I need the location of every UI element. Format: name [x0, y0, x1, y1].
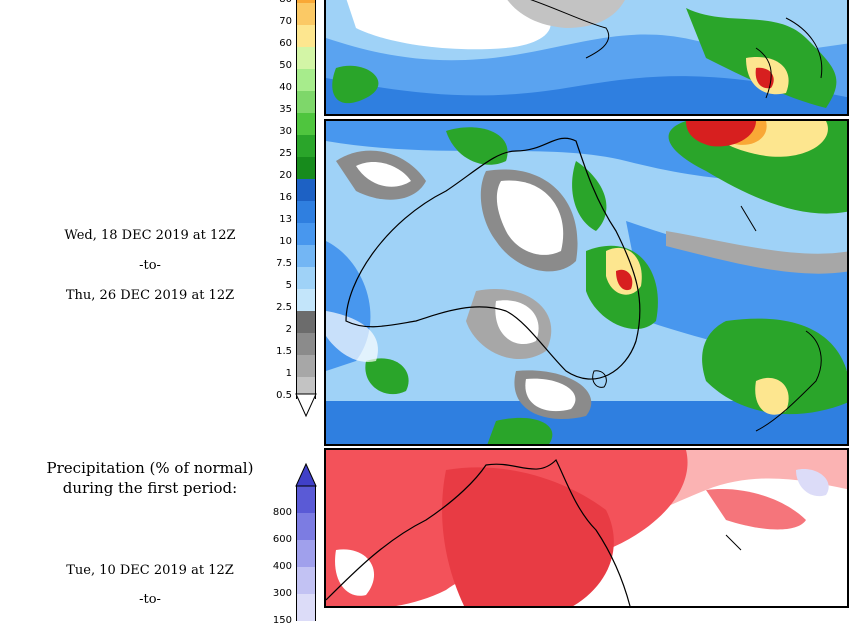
colorbar-swatch: [296, 157, 316, 179]
colorbar-swatch: [296, 245, 316, 267]
colorbar-swatch: [296, 25, 316, 47]
colorbar-swatch: [296, 333, 316, 355]
colorbar-swatch: [296, 267, 316, 289]
colorbar-swatch: [296, 135, 316, 157]
pct-period-start: Tue, 10 DEC 2019 at 12Z: [66, 563, 234, 578]
colorbar-swatch: [296, 179, 316, 201]
colorbar-tick-label: 5: [285, 280, 292, 291]
pct-heading-line1: Precipitation (% of normal): [46, 459, 254, 477]
pct-colorbar-swatch: [296, 594, 316, 621]
colorbar-arrow: [295, 393, 317, 418]
map-panel-top: [324, 0, 849, 116]
pct-colorbar-swatch: [296, 486, 316, 513]
pct-colorbar: 800 600 400 300 150: [270, 462, 320, 626]
pct-colorbar-swatch: [296, 540, 316, 567]
colorbar-tick-label: 30: [279, 126, 292, 137]
colorbar-tick-label: 80: [270, 0, 292, 5]
pct-colorbar-swatch: [296, 513, 316, 540]
colorbar-swatch: [296, 201, 316, 223]
colorbar-tick-label: 16: [279, 192, 292, 203]
colorbar-tick-label: 1: [285, 368, 292, 379]
period-start: Wed, 18 DEC 2019 at 12Z: [64, 228, 236, 243]
pct-colorbar-swatch: [296, 567, 316, 594]
colorbar-tick-label: 25: [279, 148, 292, 159]
colorbar-swatch: [296, 47, 316, 69]
colorbar-tick-label: 2: [285, 324, 292, 335]
map-top-svg: [326, 0, 847, 114]
colorbar-swatch: [296, 113, 316, 135]
colorbar-tick-label: 50: [279, 60, 292, 71]
colorbar-tick-label: 70: [279, 16, 292, 27]
pct-heading: Precipitation (% of normal) during the f…: [20, 458, 280, 498]
colorbar-swatch: [296, 91, 316, 113]
colorbar-tick-label: 60: [279, 38, 292, 49]
pct-heading-line2: during the first period:: [62, 479, 238, 497]
pct-colorbar-tick-label: 600: [272, 534, 292, 545]
pct-colorbar-tick-label: 800: [272, 507, 292, 518]
colorbar-swatch: [296, 311, 316, 333]
map-middle-svg: [326, 121, 847, 444]
colorbar-tick-label: 20: [279, 170, 292, 181]
map-panel-middle: [324, 119, 849, 446]
colorbar-tick-label: 40: [279, 82, 292, 93]
colorbar-tick-label: 0.5: [276, 390, 292, 401]
colorbar-tick-label: 2.5: [276, 302, 292, 313]
colorbar-tick-label: 1.5: [276, 346, 292, 357]
precip-colorbar: 80 70 60 50 40 35 30 25 20 16 13 10 7.5 5 2.5 2 1.5 1 0.5: [270, 0, 320, 422]
period-end: Thu, 26 DEC 2019 at 12Z: [65, 288, 235, 303]
colorbar-swatch: [296, 355, 316, 377]
map-panel-bottom: [324, 448, 849, 608]
pct-colorbar-tick-label: 300: [272, 588, 292, 599]
colorbar-tick-label: 13: [279, 214, 292, 225]
pct-colorbar-tick-label: 400: [272, 561, 292, 572]
period-separator: -to-: [139, 258, 161, 273]
colorbar-swatch: [296, 223, 316, 245]
colorbar-swatch: [296, 69, 316, 91]
colorbar-tick-label: 10: [279, 236, 292, 247]
colorbar-swatch: [296, 0, 316, 3]
map-bottom-svg: [326, 450, 847, 606]
pct-colorbar-arrow: [295, 462, 317, 487]
colorbar-tick-label: 7.5: [276, 258, 292, 269]
colorbar-swatch: [296, 289, 316, 311]
colorbar-tick-label: 35: [279, 104, 292, 115]
colorbar-swatch: [296, 3, 316, 25]
pct-colorbar-tick-label: 150: [272, 615, 292, 626]
